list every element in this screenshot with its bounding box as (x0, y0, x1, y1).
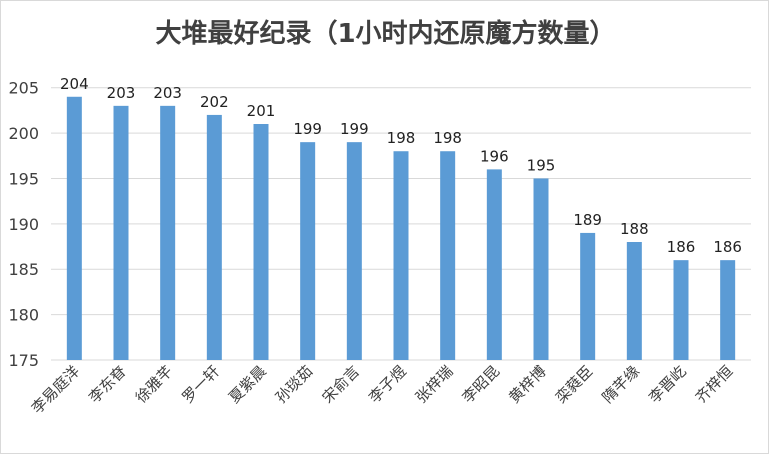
bar (486, 169, 502, 360)
bar (206, 114, 222, 360)
bar (113, 105, 129, 360)
category-label: 夏紫晨 (225, 362, 270, 407)
y-tick-label: 205 (8, 79, 39, 98)
data-label: 189 (573, 211, 602, 229)
bar (580, 232, 596, 360)
bar (253, 124, 269, 360)
category-label: 黄梓博 (505, 362, 550, 407)
category-label: 隋芊缘 (599, 362, 644, 407)
category-label: 齐梓恒 (692, 362, 737, 407)
y-tick-label: 175 (8, 351, 39, 370)
bar (440, 151, 456, 360)
category-label: 李东眘 (85, 362, 130, 407)
y-tick-label: 190 (8, 215, 39, 234)
bar (393, 151, 409, 360)
bar (346, 142, 362, 360)
y-tick-label: 200 (8, 124, 39, 143)
data-label: 196 (480, 147, 509, 165)
bar (300, 142, 316, 360)
bar (673, 260, 689, 360)
bar (533, 178, 549, 360)
y-tick-label: 185 (8, 260, 39, 279)
data-label: 186 (713, 238, 742, 256)
category-label: 张梓瑞 (412, 362, 457, 407)
category-label: 李晋屹 (645, 362, 690, 407)
category-label: 罗一轩 (179, 362, 224, 407)
data-label: 199 (293, 120, 322, 138)
category-label: 孙琰茹 (272, 362, 317, 407)
data-label: 204 (60, 75, 89, 93)
data-label: 188 (620, 220, 649, 238)
category-label: 李子煜 (365, 362, 410, 407)
y-tick-label: 180 (8, 306, 39, 325)
bar (626, 242, 642, 360)
bar (160, 105, 176, 360)
y-tick-label: 195 (8, 169, 39, 188)
bar (66, 96, 82, 361)
category-label: 徐雅芊 (132, 362, 177, 407)
data-label: 198 (387, 129, 416, 147)
category-label: 宋俞言 (319, 362, 364, 407)
data-label: 186 (667, 238, 696, 256)
category-label: 栾蕤臣 (552, 362, 597, 407)
category-label: 李昭昆 (459, 362, 504, 407)
category-label: 李易庭洋 (28, 362, 83, 417)
data-label: 201 (247, 102, 276, 120)
data-label: 199 (340, 120, 369, 138)
data-label: 203 (107, 84, 136, 102)
data-label: 203 (153, 84, 182, 102)
bar (720, 260, 736, 360)
data-label: 198 (433, 129, 462, 147)
data-label: 195 (527, 156, 556, 174)
chart-title: 大堆最好纪录（1小时内还原魔方数量） (155, 19, 616, 49)
data-label: 202 (200, 93, 229, 111)
